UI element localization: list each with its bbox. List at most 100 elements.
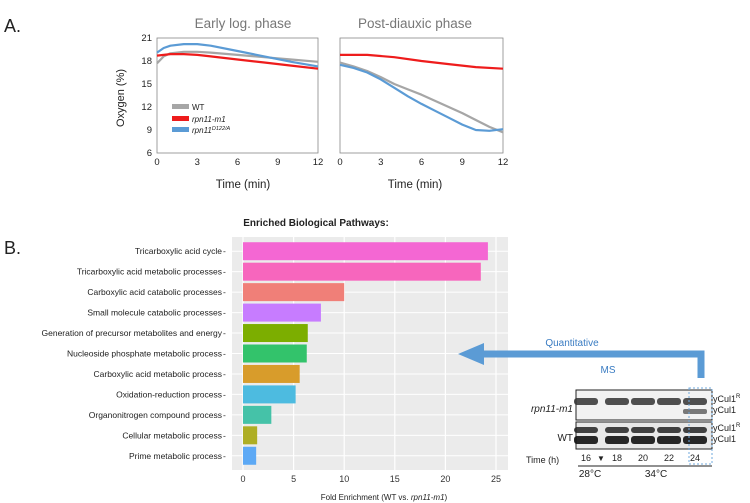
band-label-ycul1-top: yCul1 xyxy=(713,405,736,415)
bar xyxy=(243,426,258,445)
band xyxy=(574,427,598,433)
arrow-head xyxy=(458,343,484,365)
band xyxy=(683,427,707,433)
category-label: Organonitrogen compound process xyxy=(89,410,222,420)
panel-a-xlabel-early: Time (min) xyxy=(216,179,271,191)
category-label: Nucleoside phosphate metabolic process xyxy=(67,349,222,359)
blot-strip-wt xyxy=(575,421,713,450)
band xyxy=(605,436,629,444)
legend-label-rpn11-d122a: rpn11D122/A xyxy=(192,126,231,135)
band xyxy=(631,427,655,433)
x-tick-label: 12 xyxy=(498,157,509,168)
series-line-rpn11-m1-post xyxy=(340,53,504,70)
western-blot: rpn11-m1 WT yCul1R yCul1 yCul1R yCul1 Ti… xyxy=(526,387,741,480)
panel-a-label: A. xyxy=(4,16,21,36)
quantitative-ms-arrow: Quantitative MS xyxy=(458,338,705,378)
early-log-plot: 0 3 6 9 12 6 9 12 15 18 21 xyxy=(141,33,323,168)
bar xyxy=(243,262,481,281)
bar xyxy=(243,364,300,383)
arrow-label-quantitative: Quantitative xyxy=(545,338,599,349)
band xyxy=(657,427,681,433)
blot-row-label-rpn11-m1: rpn11-m1 xyxy=(531,404,573,415)
legend-label-rpn11-m1: rpn11-m1 xyxy=(192,115,226,124)
category-tick-mark: - xyxy=(223,328,226,338)
bar xyxy=(243,405,272,424)
panel-b-xlabel: Fold Enrichment (WT vs. rpn11-m1) xyxy=(321,493,448,502)
x-tick-label: 3 xyxy=(195,157,200,168)
band-label-ycul1r-bottom: yCul1R xyxy=(713,423,741,433)
blot-time-16: 16 xyxy=(581,453,591,463)
y-tick-label: 18 xyxy=(141,56,152,67)
x-tick-label: 12 xyxy=(313,157,324,168)
bar xyxy=(243,446,257,465)
x-tick-label: 0 xyxy=(337,157,342,168)
category-label: Tricarboxylic acid cycle xyxy=(135,246,222,256)
early-log-title: Early log. phase xyxy=(195,16,292,31)
blot-time-22: 22 xyxy=(664,453,674,463)
band xyxy=(683,436,707,444)
panel-a-xlabel-post: Time (min) xyxy=(388,179,443,191)
arrow-line xyxy=(483,350,705,378)
panel-b-label: B. xyxy=(4,238,21,258)
x-tick-label: 0 xyxy=(240,474,245,484)
category-tick-mark: - xyxy=(223,349,226,359)
blot-temp-28: 28°C xyxy=(579,469,601,480)
x-tick-label: 3 xyxy=(378,157,383,168)
x-tick-label: 9 xyxy=(275,157,280,168)
post-diauxic-plot: 0 3 6 9 12 xyxy=(337,37,509,168)
band xyxy=(631,436,655,444)
y-tick-label: 6 xyxy=(147,148,152,159)
band xyxy=(574,398,598,405)
category-label: Oxidation-reduction process xyxy=(116,389,222,399)
band-label-ycul1-bottom: yCul1 xyxy=(713,434,736,444)
series-line-wt-post xyxy=(339,61,504,134)
band xyxy=(657,436,681,444)
post-diauxic-title: Post-diauxic phase xyxy=(358,16,472,31)
band xyxy=(631,398,655,405)
x-tick-label: 5 xyxy=(291,474,296,484)
blot-time-20: 20 xyxy=(638,453,648,463)
bar xyxy=(243,283,345,302)
category-tick-mark: - xyxy=(223,410,226,420)
category-tick-mark: - xyxy=(223,287,226,297)
category-tick-mark: - xyxy=(223,308,226,318)
panel-b-title: Enriched Biological Pathways: xyxy=(243,218,389,229)
panel-a-legend: WT rpn11-m1 rpn11D122/A xyxy=(172,103,231,135)
x-tick-label: 6 xyxy=(419,157,424,168)
category-label: Generation of precursor metabolites and … xyxy=(42,328,223,338)
panel-a-ylabel: Oxygen (%) xyxy=(115,69,127,127)
category-tick-mark: - xyxy=(223,451,226,461)
y-tick-label: 15 xyxy=(141,79,152,90)
y-tick-label: 9 xyxy=(147,125,152,136)
legend-label-wt: WT xyxy=(192,103,205,112)
y-tick-label: 12 xyxy=(141,102,152,113)
band xyxy=(657,398,681,405)
plot-frame xyxy=(156,37,319,154)
band xyxy=(574,436,598,444)
bar xyxy=(243,385,296,404)
category-tick-mark: - xyxy=(223,246,226,256)
bar xyxy=(243,344,307,363)
arrow-label-ms: MS xyxy=(601,365,616,376)
category-label: Tricarboxylic acid metabolic processes xyxy=(77,267,222,277)
bar xyxy=(243,242,488,261)
blot-highlight-box xyxy=(688,387,713,465)
legend-swatch-wt xyxy=(172,104,189,109)
y-tick-label: 21 xyxy=(141,33,152,44)
category-label: Cellular metabolic process xyxy=(122,430,222,440)
blot-time-24: 24 xyxy=(690,453,700,463)
blot-temp-34: 34°C xyxy=(645,469,667,480)
blot-row-label-wt: WT xyxy=(557,433,573,444)
category-label: Prime metabolic process xyxy=(129,451,222,461)
bar xyxy=(243,324,308,343)
x-tick-label: 0 xyxy=(154,157,159,168)
blot-shift-arrow: ▼ xyxy=(597,454,605,463)
x-tick-label: 6 xyxy=(235,157,240,168)
band xyxy=(683,398,707,405)
band xyxy=(683,409,707,414)
series-line-rpn11-d122a-post xyxy=(339,63,504,132)
category-label: Carboxylic acid metabolic process xyxy=(94,369,223,379)
legend-swatch-rpn11-d122a xyxy=(172,127,189,132)
series-line-rpn11-d122a-early xyxy=(156,42,319,68)
category-tick-mark: - xyxy=(223,430,226,440)
